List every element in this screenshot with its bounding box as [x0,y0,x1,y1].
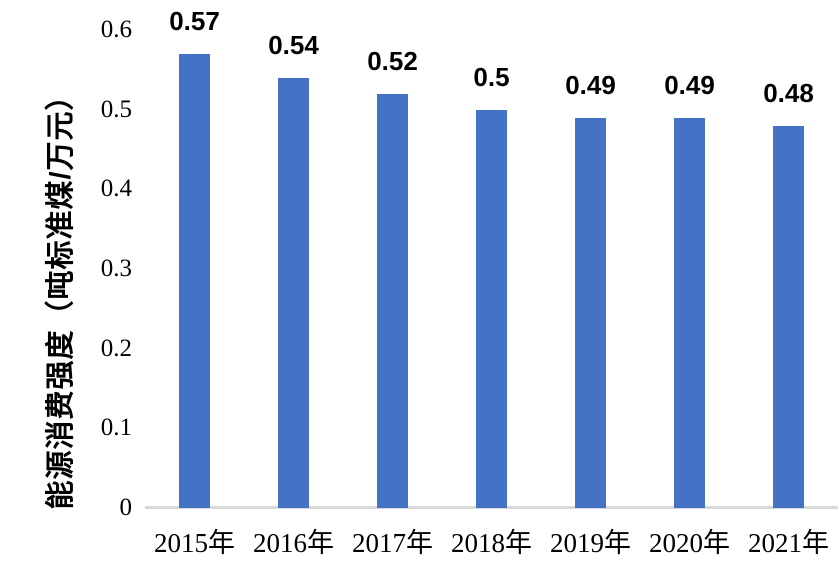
x-tick-label: 2016年 [253,528,334,558]
bar [674,117,705,508]
y-tick-label: 0.6 [100,16,132,43]
bar-value-label: 0.5 [473,61,510,92]
bar-value-label: 0.49 [664,69,715,100]
y-tick-label: 0.2 [100,334,132,362]
bar [773,125,804,508]
x-tick-label: 2019年 [550,528,631,558]
bar-value-label: 0.49 [565,69,616,100]
y-tick-label: 0.5 [100,95,132,123]
bar [377,93,408,508]
x-tick-label: 2015年 [154,528,235,558]
y-tick-label: 0.4 [100,175,132,203]
bar [179,53,210,508]
bar [575,117,606,508]
bar [476,109,507,508]
plot-area: 0.57 0.54 0.52 0.5 0.49 0.49 0.48 [145,0,838,579]
bar-value-label: 0.54 [268,29,319,60]
bar-value-label: 0.48 [763,77,814,108]
x-tick-label: 2020年 [649,528,730,558]
x-tick-label: 2018年 [451,528,532,558]
y-tick-label: 0 [119,494,133,521]
bar [278,77,309,508]
x-tick-label: 2017年 [352,528,433,558]
y-axis-title: 能源消费强度（吨标准煤/万元） [45,80,77,510]
y-tick-label: 0.1 [100,414,132,442]
bar-value-label: 0.57 [169,5,220,36]
y-tick-label: 0.3 [100,255,132,282]
x-tick-label: 2021年 [748,528,829,558]
bar-value-label: 0.52 [367,45,418,76]
